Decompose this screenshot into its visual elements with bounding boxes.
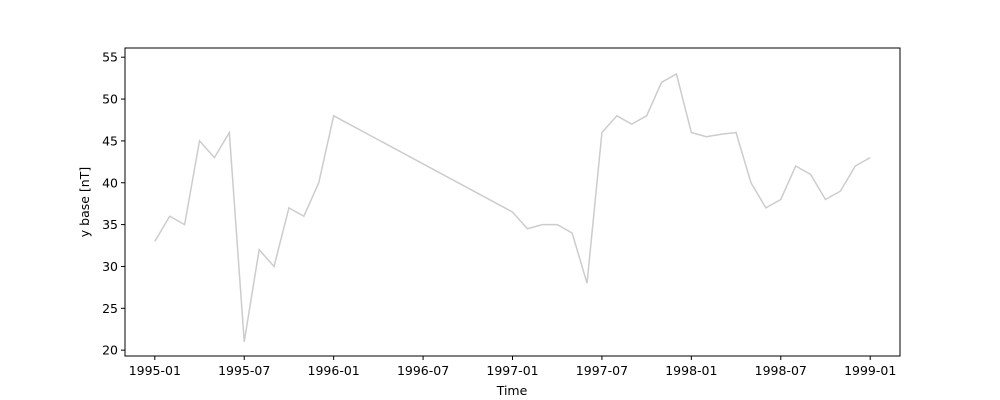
x-tick-label: 1996-07 bbox=[397, 363, 449, 378]
y-tick-label: 55 bbox=[102, 50, 118, 65]
y-tick-label: 25 bbox=[102, 301, 118, 316]
y-tick-label: 50 bbox=[102, 92, 118, 107]
y-tick-label: 35 bbox=[102, 217, 118, 232]
data-line bbox=[154, 72, 871, 342]
x-tick-label: 1997-01 bbox=[486, 363, 538, 378]
y-tick-label: 30 bbox=[102, 259, 118, 274]
x-tick-label: 1998-01 bbox=[665, 363, 717, 378]
y-tick-label: 20 bbox=[102, 343, 118, 358]
x-tick-label: 1995-07 bbox=[218, 363, 270, 378]
y-tick-label: 45 bbox=[102, 133, 118, 148]
x-axis-label: Time bbox=[496, 383, 528, 398]
x-tick-label: 1995-01 bbox=[129, 363, 181, 378]
y-tick-label: 40 bbox=[102, 175, 118, 190]
y-axis-label: y base [nT] bbox=[77, 167, 92, 237]
x-tick-label: 1997-07 bbox=[576, 363, 628, 378]
x-tick-label: 1996-01 bbox=[308, 363, 360, 378]
x-tick-label: 1999-01 bbox=[844, 363, 896, 378]
x-tick-label: 1998-07 bbox=[755, 363, 807, 378]
